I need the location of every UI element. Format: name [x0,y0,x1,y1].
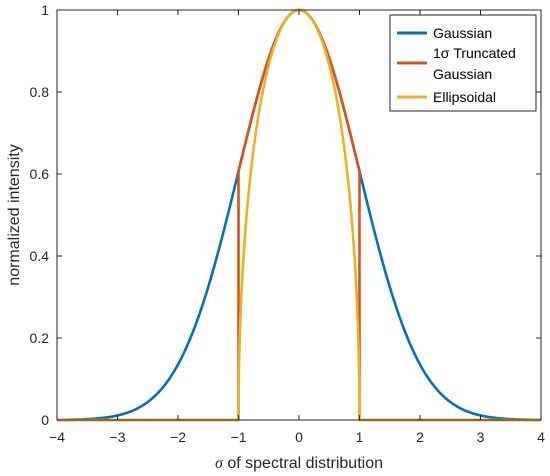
x-tick-label: −3 [110,429,126,445]
x-tick-label: −2 [170,429,186,445]
y-axis-label: normalized intensity [6,144,23,285]
legend-label-gaussian: Gaussian [433,25,492,41]
x-tick-label: 1 [356,429,364,445]
legend: Gaussian 1σ Truncated Gaussian Ellipsoid… [389,14,537,112]
ticks-layer: −4 −3 −2 −1 0 1 2 3 4 0 0.2 0.4 0.6 0.8 1 [30,2,546,445]
legend-label-truncated-line1: 1σ Truncated [433,45,516,61]
x-tick-label: 3 [477,429,485,445]
x-tick-label: 0 [295,429,303,445]
x-axis-label-symbol: σ [215,455,224,472]
x-tick-label: 4 [537,429,545,445]
x-tick-label: −1 [231,429,247,445]
y-tick-label: 0.4 [30,248,50,264]
y-tick-label: 0 [41,412,49,428]
legend-label-truncated-line2: Gaussian [433,66,492,82]
legend-label-ellipsoidal: Ellipsoidal [433,89,496,105]
y-tick-label: 1 [41,2,49,18]
x-tick-label: 2 [416,429,424,445]
x-axis-label: σ of spectral distribution [215,455,383,472]
x-axis-label-text: of spectral distribution [223,455,383,472]
y-tick-label: 0.8 [30,84,50,100]
y-tick-label: 0.2 [30,330,50,346]
y-tick-label: 0.6 [30,166,50,182]
x-tick-label: −4 [49,429,65,445]
